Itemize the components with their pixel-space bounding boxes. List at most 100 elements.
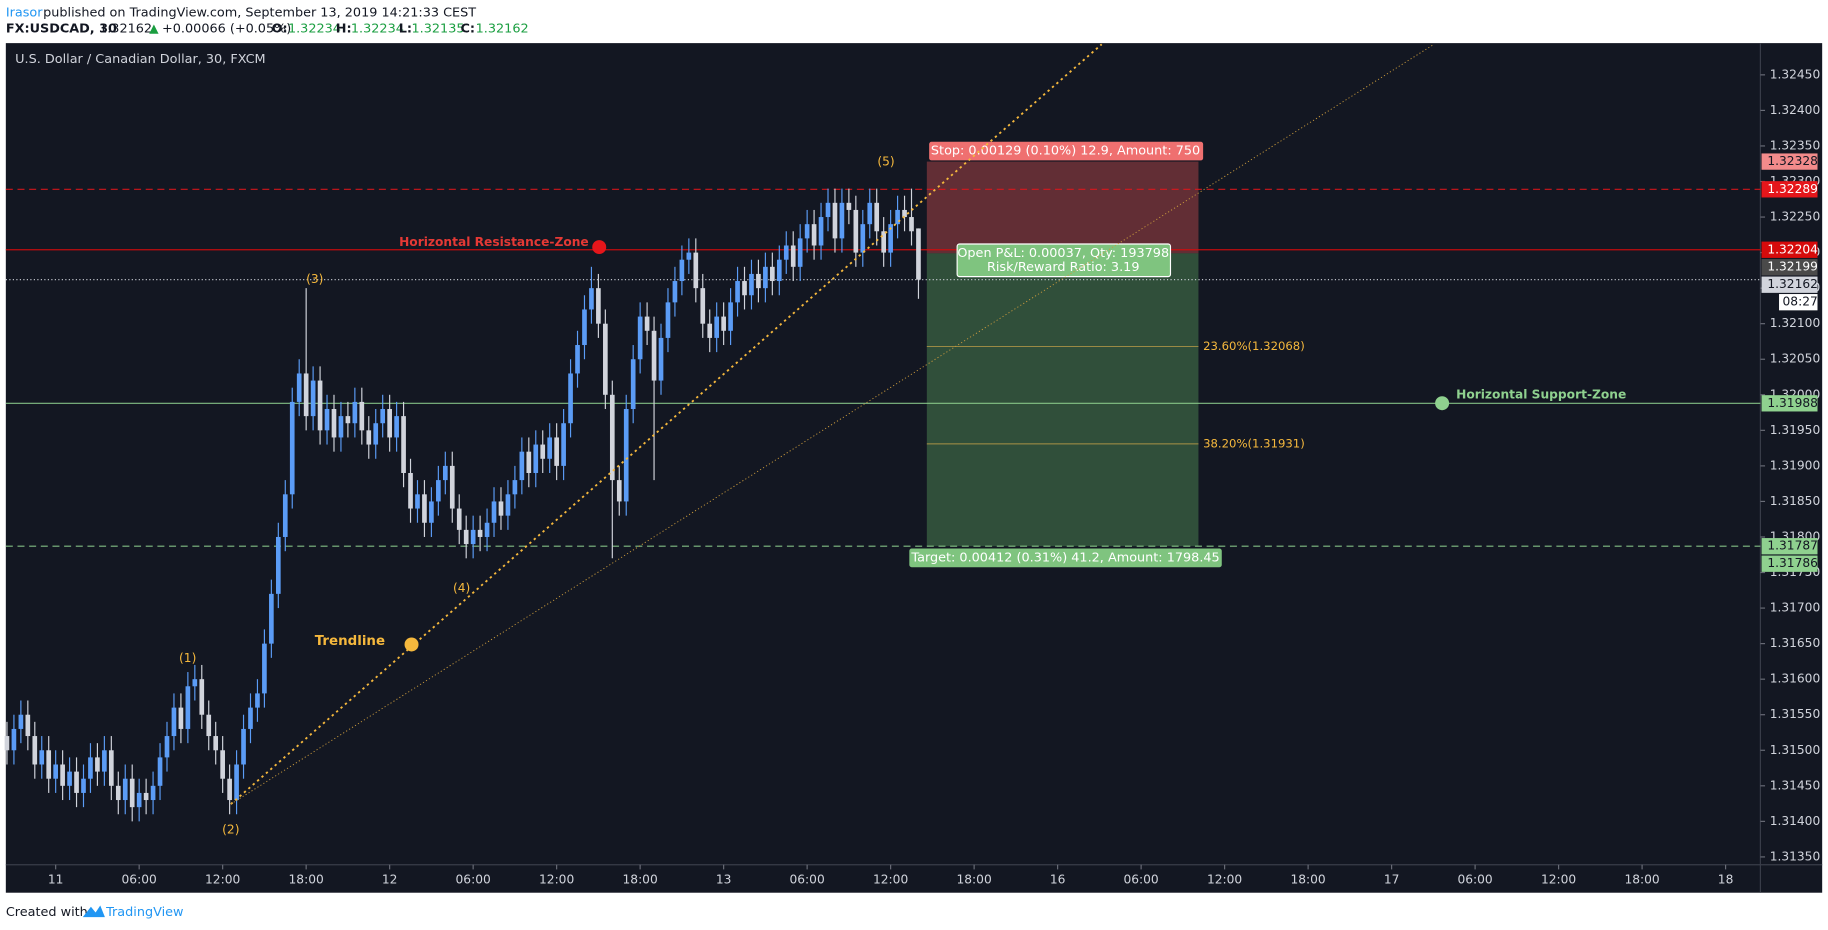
candle-body <box>53 764 58 779</box>
candle-body <box>282 494 288 537</box>
candle-body <box>296 373 302 402</box>
candle-body <box>874 202 880 232</box>
candle-body <box>797 238 803 267</box>
x-tick-label: 17 <box>1384 872 1400 886</box>
y-tick-label: 1.32350 <box>1770 138 1821 152</box>
trendline-dot[interactable] <box>404 637 419 652</box>
candle-body <box>39 750 45 765</box>
y-tick-label: 1.32100 <box>1770 316 1821 330</box>
wave-label: (5) <box>877 154 894 168</box>
candle-body <box>373 423 379 445</box>
candle-body <box>554 437 559 466</box>
pnl-box <box>956 243 1172 278</box>
candle-body <box>60 764 65 786</box>
y-tick-label: 1.31950 <box>1770 423 1821 437</box>
candle-body <box>491 501 497 523</box>
candle-body <box>289 401 295 495</box>
support-dot[interactable] <box>1435 396 1450 411</box>
candle-body <box>519 451 525 481</box>
candle-body <box>227 778 232 801</box>
footer-created: Created with <box>6 905 88 920</box>
candle-body <box>526 451 532 473</box>
x-tick-label: 18:00 <box>1290 872 1325 886</box>
candle-body <box>415 494 420 509</box>
level-label-box <box>1761 153 1818 170</box>
target-label-box <box>909 548 1222 568</box>
candle-body <box>171 707 177 737</box>
level-label: 1.31787 <box>1767 539 1818 553</box>
candle-body <box>122 778 128 801</box>
candle-body <box>596 288 601 324</box>
candle-body <box>436 480 441 502</box>
candle-body <box>178 707 184 729</box>
candle-body <box>220 750 225 779</box>
candle-body <box>776 259 782 282</box>
x-tick-label: 18 <box>1718 872 1734 886</box>
candle-body <box>644 316 650 331</box>
level-label-box <box>1761 259 1818 276</box>
candle-body <box>749 273 754 296</box>
candle-body <box>185 686 191 729</box>
tradingview-logo[interactable] <box>82 905 105 918</box>
candle-body <box>505 494 511 516</box>
candle-body <box>825 202 831 218</box>
y-tick-label: 1.31650 <box>1770 636 1821 650</box>
y-tick-label: 1.31900 <box>1770 458 1821 472</box>
candle-body <box>804 224 810 239</box>
candle-body <box>512 480 518 495</box>
countdown-box <box>1779 294 1818 311</box>
h-value: 1.32234 <box>351 22 404 37</box>
author[interactable]: Irasor <box>6 5 43 20</box>
candle-body <box>32 736 38 765</box>
candle-body <box>811 224 817 246</box>
x-tick-label: 06:00 <box>790 872 825 886</box>
candle-body <box>449 465 455 509</box>
resistance-dot[interactable] <box>592 240 607 255</box>
candle-body <box>213 736 219 751</box>
candle-body <box>742 281 747 296</box>
candle-body <box>637 316 643 360</box>
candle-body <box>609 394 615 481</box>
target-zone <box>926 253 1199 547</box>
candle-body <box>387 409 392 438</box>
candle-body <box>693 252 699 289</box>
candle-body <box>728 302 733 331</box>
x-tick-label: 12 <box>382 872 398 886</box>
trendline <box>230 43 1103 805</box>
candle-body <box>888 224 893 253</box>
candle-body <box>658 337 664 381</box>
candle-body <box>366 430 372 445</box>
o-value: 1.32234 <box>288 22 341 37</box>
x-tick-label: 12:00 <box>873 872 908 886</box>
rr-label: Risk/Reward Ratio: 3.19 <box>987 260 1140 275</box>
candle-body <box>18 714 24 729</box>
y-tick-label: 1.31550 <box>1770 707 1821 721</box>
y-tick-label: 1.31450 <box>1770 778 1821 792</box>
candle-body <box>199 679 205 715</box>
candle-body <box>95 757 100 772</box>
candle-body <box>881 231 887 253</box>
candle-body <box>484 522 490 537</box>
candle-body <box>380 409 386 424</box>
candle-body <box>352 401 358 424</box>
candle-body <box>832 202 838 239</box>
candle-body <box>81 778 86 793</box>
candle-body <box>456 508 462 530</box>
y-tick-label: 1.31600 <box>1770 672 1821 686</box>
candle-body <box>916 228 921 280</box>
candle-body <box>269 593 274 644</box>
stop-label: Stop: 0.00129 (0.10%) 12.9, Amount: 750 <box>931 144 1200 159</box>
footer-brand[interactable]: TradingView <box>105 905 183 920</box>
x-tick-label: 06:00 <box>1457 872 1492 886</box>
candle-body <box>763 266 768 289</box>
level-label: 1.32199 <box>1767 260 1818 274</box>
candle-body <box>136 792 142 808</box>
candle-body <box>839 202 845 239</box>
y-tick-label: 1.32450 <box>1770 67 1821 81</box>
x-tick-label: 06:00 <box>456 872 491 886</box>
symbol: FX:USDCAD, 30 <box>6 22 117 37</box>
x-tick-label: 12:00 <box>205 872 240 886</box>
candle-body <box>234 764 239 801</box>
candle-body <box>359 401 365 431</box>
candle-body <box>909 217 914 232</box>
